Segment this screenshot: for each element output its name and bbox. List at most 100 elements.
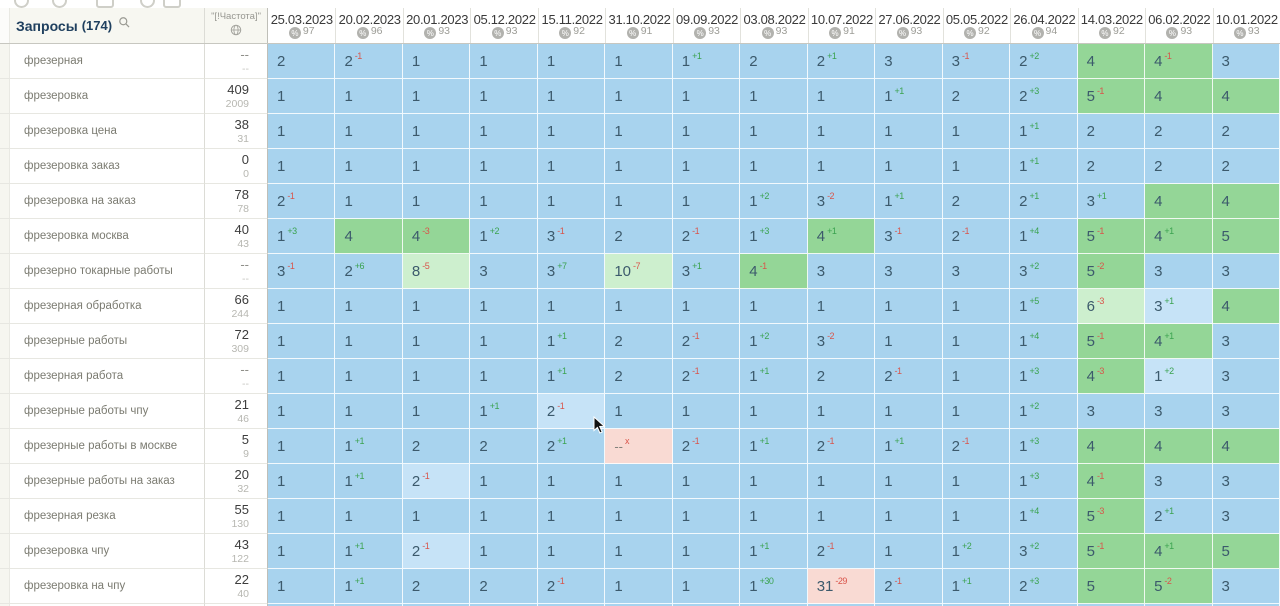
position-cell[interactable]: 1 xyxy=(268,394,336,429)
keyword-cell[interactable]: фрезеровка заказ xyxy=(0,149,205,184)
position-cell[interactable]: 1 xyxy=(672,499,741,534)
position-cell[interactable]: 1 xyxy=(605,534,673,569)
position-cell[interactable]: 3 xyxy=(1212,499,1280,534)
position-cell[interactable]: 2 xyxy=(942,184,1011,219)
position-cell[interactable]: 3 xyxy=(1145,464,1213,499)
position-cell[interactable]: 3 xyxy=(875,254,943,289)
position-cell[interactable]: 4 +1 xyxy=(1145,219,1213,254)
position-cell[interactable]: 4 xyxy=(1212,184,1280,219)
position-cell[interactable]: 4 -3 xyxy=(402,219,471,254)
position-cell[interactable]: 1 xyxy=(402,114,471,149)
position-cell[interactable]: 1 xyxy=(402,289,471,324)
position-cell[interactable]: 1 xyxy=(875,149,943,184)
position-cell[interactable]: 5 -1 xyxy=(1077,219,1146,254)
position-cell[interactable]: 1 xyxy=(537,44,606,79)
position-cell[interactable]: 2 xyxy=(807,359,876,394)
position-cell[interactable]: 1 +2 xyxy=(470,219,538,254)
keyword-cell[interactable]: фрезерная обработка xyxy=(0,289,205,324)
position-cell[interactable]: 1 xyxy=(335,184,403,219)
position-cell[interactable]: 2 xyxy=(605,219,673,254)
position-cell[interactable]: 1 +2 xyxy=(942,534,1011,569)
position-cell[interactable]: 1 xyxy=(942,324,1011,359)
position-cell[interactable]: 2 xyxy=(1212,149,1280,184)
position-cell[interactable]: 1 xyxy=(335,324,403,359)
position-cell[interactable]: 1 xyxy=(268,324,336,359)
position-cell[interactable]: 1 +1 xyxy=(875,429,943,464)
position-cell[interactable]: 1 xyxy=(942,114,1011,149)
position-cell[interactable]: 3 -1 xyxy=(537,219,606,254)
position-cell[interactable]: 1 xyxy=(268,289,336,324)
position-cell[interactable]: 1 +1 xyxy=(537,324,606,359)
position-cell[interactable]: 1 xyxy=(268,534,336,569)
position-cell[interactable]: 2 xyxy=(740,44,808,79)
position-cell[interactable]: 1 xyxy=(740,79,808,114)
position-cell[interactable]: 1 +1 xyxy=(942,569,1011,604)
date-column-header[interactable]: 10.01.2022% 93 xyxy=(1212,8,1280,43)
position-cell[interactable]: 2 xyxy=(605,324,673,359)
position-cell[interactable]: 1 +3 xyxy=(1010,429,1078,464)
search-icon[interactable] xyxy=(118,16,131,34)
position-cell[interactable]: 1 +1 xyxy=(740,359,808,394)
position-cell[interactable]: 1 xyxy=(875,499,943,534)
position-cell[interactable]: 1 +1 xyxy=(335,534,403,569)
position-cell[interactable]: 1 +1 xyxy=(740,429,808,464)
position-cell[interactable]: 1 xyxy=(875,114,943,149)
date-column-header[interactable]: 25.03.2023% 97 xyxy=(268,8,335,43)
date-column-header[interactable]: 03.08.2022% 93 xyxy=(740,8,807,43)
position-cell[interactable]: 4 +1 xyxy=(807,219,876,254)
position-cell[interactable]: 1 +2 xyxy=(740,184,808,219)
position-cell[interactable]: 2 -1 xyxy=(672,324,741,359)
date-column-header[interactable]: 26.04.2022% 94 xyxy=(1010,8,1077,43)
position-cell[interactable]: 1 xyxy=(335,79,403,114)
position-cell[interactable]: 1 xyxy=(807,289,876,324)
position-cell[interactable]: 1 +1 xyxy=(537,359,606,394)
position-cell[interactable]: 1 xyxy=(335,359,403,394)
position-cell[interactable]: 2 xyxy=(605,359,673,394)
position-cell[interactable]: 1 +1 xyxy=(672,44,741,79)
position-cell[interactable]: 1 xyxy=(672,114,741,149)
position-cell[interactable]: 1 xyxy=(402,324,471,359)
position-cell[interactable]: 2 -1 xyxy=(807,429,876,464)
keyword-cell[interactable]: фрезерные работы на заказ xyxy=(0,464,205,499)
position-cell[interactable]: 1 xyxy=(537,149,606,184)
position-cell[interactable]: 1 xyxy=(875,394,943,429)
position-cell[interactable]: 1 xyxy=(537,114,606,149)
position-cell[interactable]: 1 xyxy=(807,394,876,429)
position-cell[interactable]: 2 -1 xyxy=(875,569,943,604)
position-cell[interactable]: 3 -2 xyxy=(807,184,876,219)
date-column-header[interactable]: 06.02.2022% 93 xyxy=(1145,8,1212,43)
date-column-header[interactable]: 09.09.2022% 93 xyxy=(672,8,740,43)
position-cell[interactable]: 1 xyxy=(268,429,336,464)
frequency-header-cell[interactable]: "[!Частота]" xyxy=(205,8,268,43)
position-cell[interactable]: 3 +7 xyxy=(537,254,606,289)
position-cell[interactable]: 4 -3 xyxy=(1077,359,1146,394)
position-cell[interactable]: 4 -1 xyxy=(1145,44,1213,79)
position-cell[interactable]: 3 xyxy=(1145,394,1213,429)
position-cell[interactable]: 1 xyxy=(335,149,403,184)
position-cell[interactable]: 2 xyxy=(470,429,538,464)
position-cell[interactable]: 3 -1 xyxy=(942,44,1011,79)
date-column-header[interactable]: 15.11.2022% 92 xyxy=(537,8,605,43)
position-cell[interactable]: 1 xyxy=(268,359,336,394)
position-cell[interactable]: 1 xyxy=(537,534,606,569)
position-cell[interactable]: 3 xyxy=(875,44,943,79)
date-column-header[interactable]: 05.12.2022% 93 xyxy=(470,8,537,43)
position-cell[interactable]: 1 +1 xyxy=(875,79,943,114)
position-cell[interactable]: 2 +2 xyxy=(1010,44,1078,79)
position-cell[interactable]: 1 xyxy=(268,569,336,604)
position-cell[interactable]: 2 xyxy=(268,44,336,79)
position-cell[interactable]: 3 xyxy=(1212,324,1280,359)
position-cell[interactable]: 3 xyxy=(1212,394,1280,429)
position-cell[interactable]: 5 -2 xyxy=(1145,569,1213,604)
position-cell[interactable]: 1 xyxy=(335,499,403,534)
position-cell[interactable]: 1 +4 xyxy=(1010,219,1078,254)
keyword-cell[interactable]: фрезеровка москва xyxy=(0,219,205,254)
position-cell[interactable]: 3 xyxy=(1145,254,1213,289)
position-cell[interactable]: 1 xyxy=(605,499,673,534)
position-cell[interactable]: 2 +1 xyxy=(1145,499,1213,534)
position-cell[interactable]: 2 -1 xyxy=(807,534,876,569)
position-cell[interactable]: 1 xyxy=(807,79,876,114)
position-cell[interactable]: 2 -1 xyxy=(672,359,741,394)
position-cell[interactable]: 1 xyxy=(268,499,336,534)
position-cell[interactable]: 2 xyxy=(1077,114,1146,149)
